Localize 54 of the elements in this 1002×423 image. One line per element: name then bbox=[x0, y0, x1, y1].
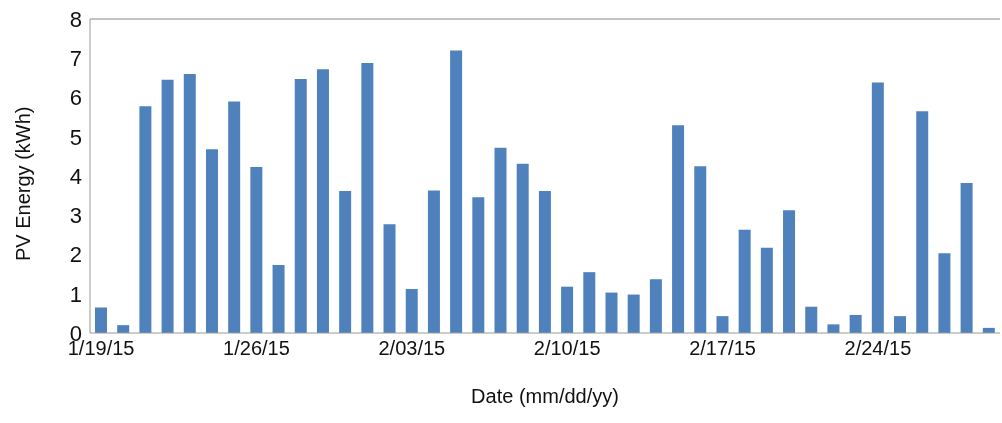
bar bbox=[538, 190, 551, 333]
bar bbox=[272, 265, 285, 333]
bar bbox=[316, 69, 329, 333]
x-tick-label: 2/17/15 bbox=[689, 337, 756, 360]
bar bbox=[716, 316, 729, 333]
bar bbox=[250, 166, 263, 333]
x-tick-label: 2/24/15 bbox=[844, 337, 912, 360]
bar bbox=[95, 307, 107, 333]
x-tick-label: 1/26/15 bbox=[223, 337, 290, 360]
bar bbox=[294, 79, 307, 333]
bar bbox=[605, 292, 618, 333]
bar bbox=[472, 197, 485, 333]
bar bbox=[827, 324, 840, 333]
bar bbox=[738, 229, 751, 333]
y-tick-label: 2 bbox=[69, 242, 82, 268]
bar bbox=[694, 166, 707, 333]
x-tick-label: 2/03/15 bbox=[378, 337, 446, 360]
y-tick-label: 5 bbox=[69, 124, 82, 150]
bar bbox=[583, 272, 596, 333]
y-tick-label: 1 bbox=[69, 281, 82, 307]
y-tick-label: 3 bbox=[69, 203, 82, 229]
bar bbox=[849, 314, 862, 333]
bar bbox=[494, 147, 507, 333]
bar bbox=[960, 183, 973, 333]
bar bbox=[427, 190, 440, 333]
bar bbox=[205, 149, 218, 333]
y-axis-title: PV Energy (kWh) bbox=[12, 106, 35, 261]
bar bbox=[805, 306, 818, 333]
y-tick-label: 8 bbox=[69, 6, 82, 32]
bar bbox=[627, 294, 640, 333]
bar bbox=[339, 190, 352, 333]
y-tick-label: 7 bbox=[69, 46, 82, 72]
bar bbox=[916, 111, 929, 333]
bar bbox=[649, 279, 662, 333]
bar bbox=[871, 82, 884, 333]
y-tick-label: 4 bbox=[69, 163, 82, 189]
bar bbox=[760, 247, 773, 333]
bar bbox=[672, 125, 685, 333]
bar bbox=[894, 316, 907, 333]
bar bbox=[361, 62, 374, 333]
x-tick-label: 2/10/15 bbox=[533, 337, 601, 360]
x-axis-title: Date (mm/dd/yy) bbox=[471, 385, 619, 407]
y-tick-label: 6 bbox=[69, 85, 82, 111]
bar bbox=[938, 253, 951, 333]
bar bbox=[516, 163, 529, 333]
bar bbox=[450, 50, 463, 333]
bar bbox=[783, 210, 796, 333]
bar bbox=[561, 286, 574, 333]
bar bbox=[405, 289, 418, 333]
bar bbox=[383, 224, 396, 333]
bar bbox=[228, 101, 241, 333]
bar bbox=[161, 79, 174, 333]
bar bbox=[139, 106, 152, 333]
bar bbox=[183, 73, 196, 333]
